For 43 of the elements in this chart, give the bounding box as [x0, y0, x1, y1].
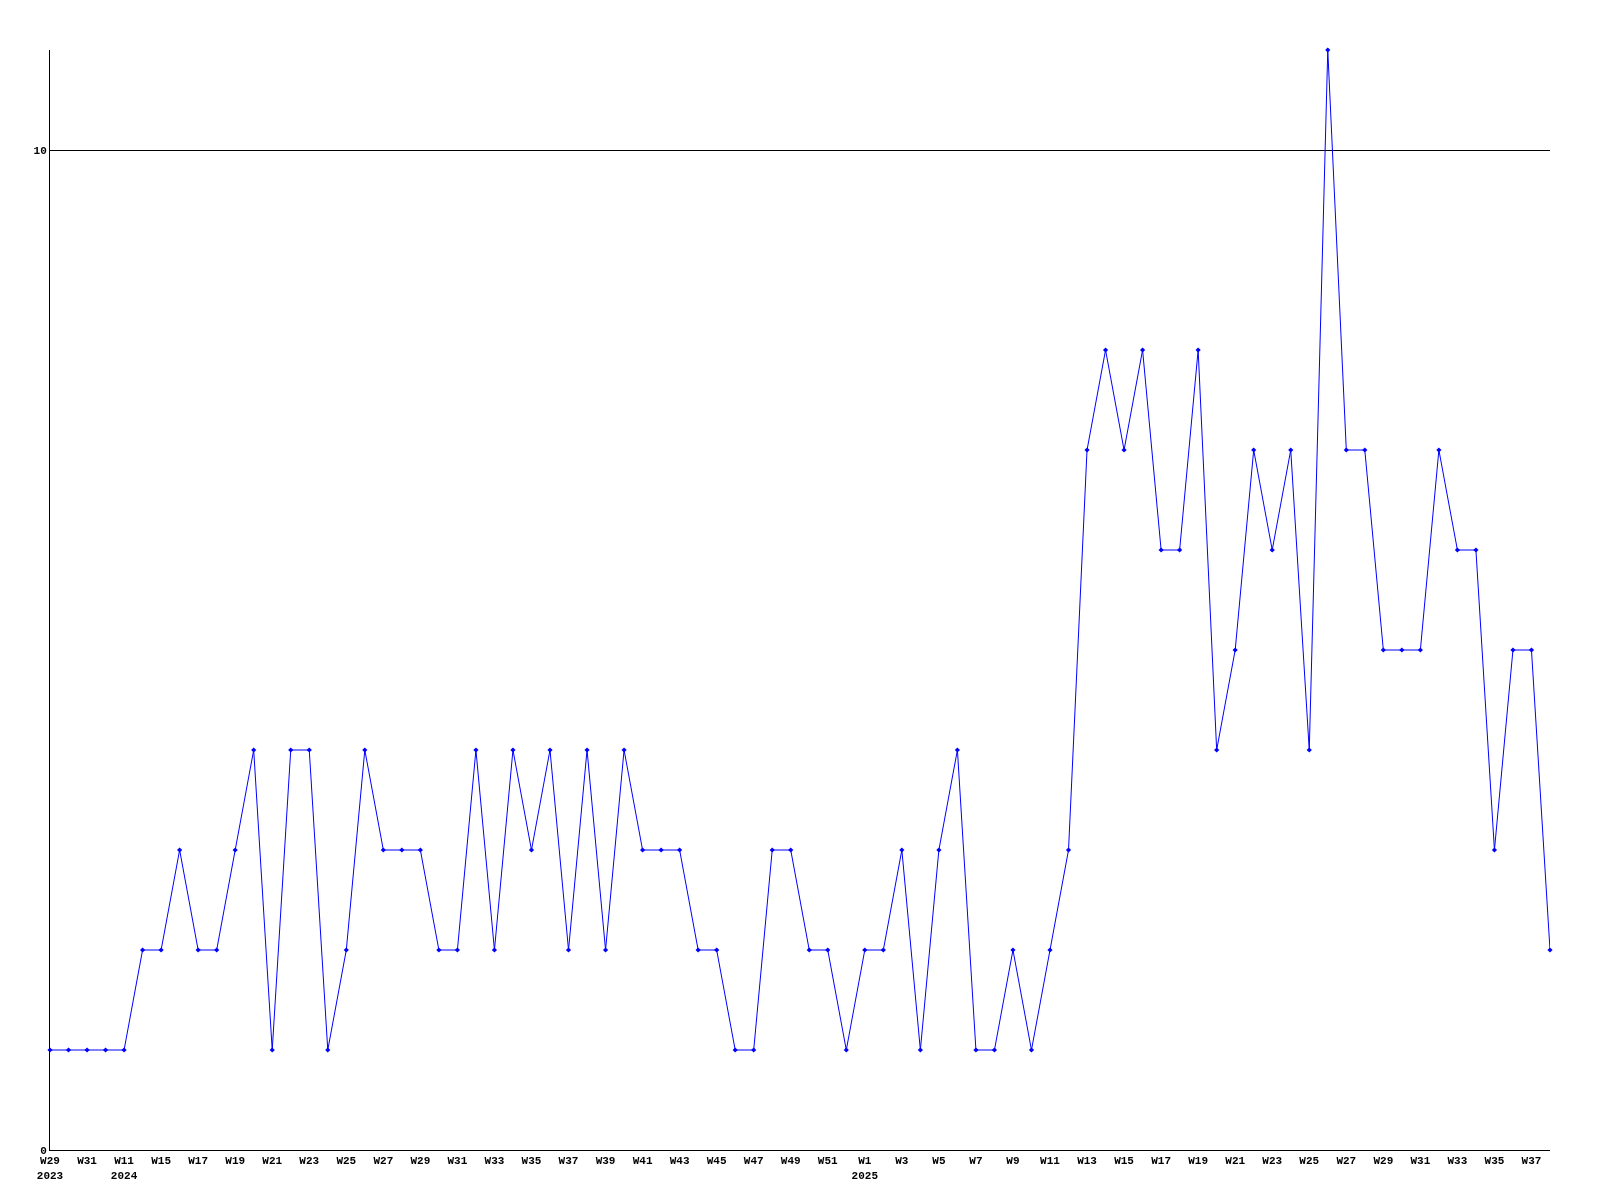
x-tick-label: W19: [225, 1155, 246, 1168]
x-tick-label: W23: [1262, 1155, 1283, 1168]
x-tick-label: W11 2024: [110, 1155, 138, 1182]
x-tick-label: W37: [1521, 1155, 1542, 1168]
x-tick-label: W17: [188, 1155, 209, 1168]
x-tick-label: W21: [262, 1155, 283, 1168]
x-tick-label: W33: [484, 1155, 505, 1168]
x-tick-label: W21: [1225, 1155, 1246, 1168]
x-tick-label: W5: [932, 1155, 946, 1168]
x-tick-label: W17: [1151, 1155, 1172, 1168]
x-tick-label: W19: [1188, 1155, 1209, 1168]
x-tick-label: W29: [1373, 1155, 1394, 1168]
x-tick-label: W35: [521, 1155, 542, 1168]
x-tick-label: W13: [1077, 1155, 1098, 1168]
x-tick-label: W49: [780, 1155, 801, 1168]
x-tick-label: W37: [558, 1155, 579, 1168]
x-tick-label: W23: [299, 1155, 320, 1168]
x-tick-label: W45: [706, 1155, 727, 1168]
x-tick-label: W27: [1336, 1155, 1357, 1168]
y-tick-label: 0: [40, 1144, 47, 1157]
x-tick-label: W25: [1299, 1155, 1320, 1168]
x-tick-label: W31: [447, 1155, 468, 1168]
x-tick-label: W29: [410, 1155, 431, 1168]
x-tick-label: W35: [1484, 1155, 1505, 1168]
x-tick-label: W29 2023: [36, 1155, 64, 1182]
x-tick-label: W33: [1447, 1155, 1468, 1168]
x-tick-label: W3: [895, 1155, 909, 1168]
x-tick-label: W15: [151, 1155, 172, 1168]
x-tick-label: W51: [817, 1155, 839, 1168]
x-tick-label: W25: [336, 1155, 357, 1168]
x-tick-label: W43: [669, 1155, 690, 1168]
x-tick-label: W7: [969, 1155, 983, 1168]
x-tick-label: W9: [1006, 1155, 1020, 1168]
x-tick-label: W15: [1114, 1155, 1135, 1168]
y-tick-label: 10: [33, 144, 47, 157]
x-tick-label: W39: [595, 1155, 616, 1168]
x-tick-label: W47: [743, 1155, 764, 1168]
x-tick-label: W27: [373, 1155, 394, 1168]
x-tick-label: W31: [1410, 1155, 1431, 1168]
x-tick-label: W41: [632, 1155, 653, 1168]
x-tick-label: W11: [1040, 1155, 1061, 1168]
x-tick-label: W1 2025: [851, 1155, 879, 1182]
x-tick-label: W31: [77, 1155, 98, 1168]
